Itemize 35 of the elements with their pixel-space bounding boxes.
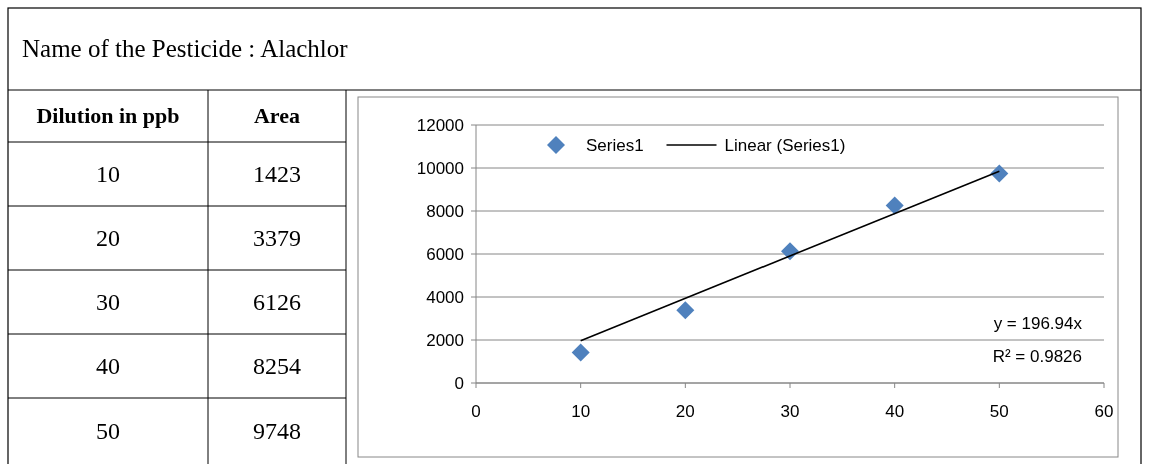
x-tick-label: 30 [780,402,800,421]
y-tick-label: 4000 [426,288,464,307]
text: 30 [96,289,120,315]
text: Dilution in ppb [36,103,180,128]
y-tick-label: 0 [454,374,464,393]
text: 50 [96,418,120,444]
y-tick-label: 10000 [416,159,464,178]
text: 6126 [253,289,301,315]
y-tick-label: 6000 [426,245,464,264]
y-tick-label: 12000 [416,116,464,135]
point [885,196,904,215]
legend-label: Series1 [586,136,644,155]
text: 9748 [253,418,301,444]
point [990,164,1009,183]
x-tick-label: 10 [571,402,591,421]
point [676,301,695,320]
x-tick-label: 0 [471,402,481,421]
text: Name of the Pesticide : Alachlor [22,35,349,62]
x-tick-label: 20 [675,402,695,421]
text: 40 [96,353,120,379]
x-tick-label: 50 [989,402,1009,421]
legend-label: Linear (Series1) [724,136,846,155]
text: Area [253,103,301,128]
annotation: y = 196.94x [993,314,1083,333]
y-tick-label: 8000 [426,202,464,221]
y-tick-label: 2000 [426,331,464,350]
annotation: R² = 0.9826 [992,347,1082,366]
text: 3379 [253,225,301,251]
text: 8254 [253,353,301,379]
x-tick-label: 60 [1094,402,1114,421]
text: 20 [96,225,120,251]
point [571,343,590,362]
text: 1423 [253,161,301,187]
text: 10 [96,161,120,187]
x-tick-label: 40 [885,402,905,421]
